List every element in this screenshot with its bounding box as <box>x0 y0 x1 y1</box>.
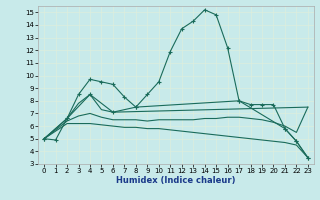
X-axis label: Humidex (Indice chaleur): Humidex (Indice chaleur) <box>116 176 236 185</box>
